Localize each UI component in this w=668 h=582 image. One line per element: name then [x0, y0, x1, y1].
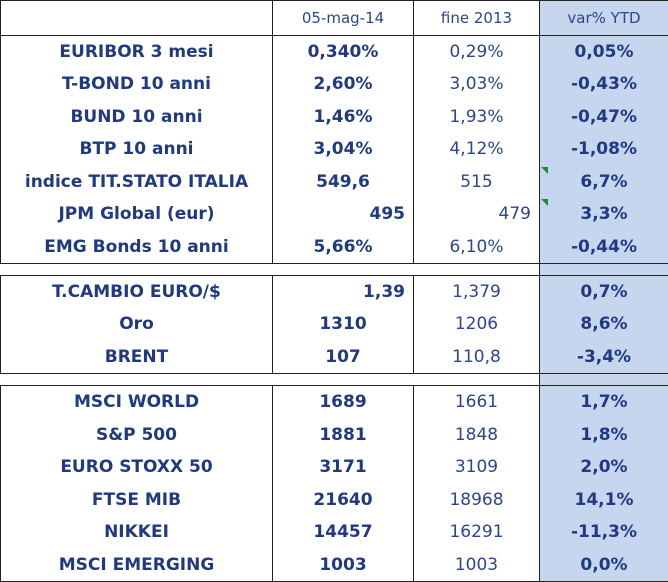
end-2013-value-cell[interactable]: 0,29% [413, 34, 540, 69]
ytd-change-cell[interactable]: 3,3% [539, 198, 668, 231]
ytd-change-cell[interactable]: -1,08% [539, 133, 668, 166]
instrument-name-cell[interactable]: FTSE MIB [0, 483, 273, 516]
table-row: BUND 10 anni 1,46% 1,93% -0,47% [0, 100, 668, 134]
instrument-name-cell[interactable]: EURIBOR 3 mesi [0, 34, 273, 69]
table-row: NIKKEI 14457 16291 -11,3% [0, 515, 668, 549]
separator-highlight-cell [539, 263, 668, 276]
end-2013-value-cell[interactable]: 1,379 [413, 274, 540, 309]
ytd-change-cell[interactable]: 1,7% [539, 384, 668, 419]
separator-cell [0, 373, 273, 386]
header-date-current[interactable]: 05-mag-14 [272, 0, 414, 36]
note-indicator-icon[interactable] [540, 166, 548, 174]
ytd-change-cell[interactable]: 14,1% [539, 483, 668, 516]
instrument-name-cell[interactable]: indice TIT.STATO ITALIA [0, 165, 273, 199]
section-separator [0, 373, 668, 386]
table-row: FTSE MIB 21640 18968 14,1% [0, 483, 668, 516]
instrument-name-cell[interactable]: BTP 10 anni [0, 133, 273, 166]
table-row: JPM Global (eur) 495 479 3,3% [0, 198, 668, 231]
current-value-cell[interactable]: 549,6 [272, 165, 414, 199]
current-value-cell[interactable]: 21640 [272, 483, 414, 516]
separator-cell [272, 263, 414, 276]
end-2013-value-cell[interactable]: 3,03% [413, 68, 540, 101]
table-row: BRENT 107 110,8 -3,4% [0, 340, 668, 375]
instrument-name-cell[interactable]: NIKKEI [0, 515, 273, 549]
table-row: indice TIT.STATO ITALIA 549,6 515 6,7% [0, 165, 668, 199]
ytd-change-cell[interactable]: 1,8% [539, 418, 668, 451]
current-value-cell[interactable]: 1,46% [272, 100, 414, 134]
ytd-change-cell[interactable]: -11,3% [539, 515, 668, 549]
ytd-change-cell[interactable]: 2,0% [539, 450, 668, 484]
current-value-cell[interactable]: 495 [272, 198, 414, 231]
separator-cell [413, 373, 540, 386]
table-row: Oro 1310 1206 8,6% [0, 308, 668, 341]
end-2013-value-cell[interactable]: 6,10% [413, 230, 540, 265]
table-row: S&P 500 1881 1848 1,8% [0, 418, 668, 451]
table-row: EURO STOXX 50 3171 3109 2,0% [0, 450, 668, 484]
current-value-cell[interactable]: 1881 [272, 418, 414, 451]
header-empty-cell[interactable] [0, 0, 273, 36]
end-2013-value-cell[interactable]: 16291 [413, 515, 540, 549]
separator-cell [0, 263, 273, 276]
instrument-name-cell[interactable]: MSCI WORLD [0, 384, 273, 419]
ytd-change-cell[interactable]: -0,44% [539, 230, 668, 265]
end-2013-value-cell[interactable]: 110,8 [413, 340, 540, 375]
ytd-change-cell[interactable]: -3,4% [539, 340, 668, 375]
current-value-cell[interactable]: 5,66% [272, 230, 414, 265]
header-date-end-2013[interactable]: fine 2013 [413, 0, 540, 36]
instrument-name-cell[interactable]: BUND 10 anni [0, 100, 273, 134]
ytd-change-cell[interactable]: 0,05% [539, 34, 668, 69]
current-value-cell[interactable]: 1310 [272, 308, 414, 341]
ytd-change-cell[interactable]: -0,47% [539, 100, 668, 134]
end-2013-value-cell[interactable]: 1661 [413, 384, 540, 419]
end-2013-value-cell[interactable]: 1,93% [413, 100, 540, 134]
separator-cell [413, 263, 540, 276]
separator-highlight-cell [539, 373, 668, 386]
end-2013-value-cell[interactable]: 479 [413, 198, 540, 231]
end-2013-value-cell[interactable]: 1848 [413, 418, 540, 451]
end-2013-value-cell[interactable]: 18968 [413, 483, 540, 516]
table-row: EMG Bonds 10 anni 5,66% 6,10% -0,44% [0, 230, 668, 265]
current-value-cell[interactable]: 1,39 [272, 274, 414, 309]
table-row: T-BOND 10 anni 2,60% 3,03% -0,43% [0, 68, 668, 101]
current-value-cell[interactable]: 14457 [272, 515, 414, 549]
ytd-change-cell[interactable]: 0,0% [539, 548, 668, 582]
instrument-name-cell[interactable]: EURO STOXX 50 [0, 450, 273, 484]
instrument-name-cell[interactable]: T-BOND 10 anni [0, 68, 273, 101]
current-value-cell[interactable]: 0,340% [272, 34, 414, 69]
instrument-name-cell[interactable]: EMG Bonds 10 anni [0, 230, 273, 265]
instrument-name-cell[interactable]: JPM Global (eur) [0, 198, 273, 231]
ytd-change-cell[interactable]: -0,43% [539, 68, 668, 101]
ytd-change-cell[interactable]: 8,6% [539, 308, 668, 341]
note-indicator-icon[interactable] [540, 199, 548, 207]
instrument-name-cell[interactable]: T.CAMBIO EURO/$ [0, 274, 273, 309]
instrument-name-cell[interactable]: MSCI EMERGING [0, 548, 273, 582]
current-value-cell[interactable]: 1003 [272, 548, 414, 582]
current-value-cell[interactable]: 1689 [272, 384, 414, 419]
instrument-name-cell[interactable]: S&P 500 [0, 418, 273, 451]
instrument-name-cell[interactable]: BRENT [0, 340, 273, 375]
header-row: 05-mag-14 fine 2013 var% YTD [0, 0, 668, 36]
separator-cell [272, 373, 414, 386]
table-row: BTP 10 anni 3,04% 4,12% -1,08% [0, 133, 668, 166]
section-separator [0, 263, 668, 276]
end-2013-value-cell[interactable]: 1003 [413, 548, 540, 582]
current-value-cell[interactable]: 3,04% [272, 133, 414, 166]
end-2013-value-cell[interactable]: 4,12% [413, 133, 540, 166]
header-ytd-change[interactable]: var% YTD [539, 0, 668, 36]
current-value-cell[interactable]: 3171 [272, 450, 414, 484]
table-row: EURIBOR 3 mesi 0,340% 0,29% 0,05% [0, 34, 668, 69]
end-2013-value-cell[interactable]: 515 [413, 165, 540, 199]
current-value-cell[interactable]: 107 [272, 340, 414, 375]
instrument-name-cell[interactable]: Oro [0, 308, 273, 341]
table-row: MSCI EMERGING 1003 1003 0,0% [0, 548, 668, 582]
end-2013-value-cell[interactable]: 3109 [413, 450, 540, 484]
current-value-cell[interactable]: 2,60% [272, 68, 414, 101]
table-row: T.CAMBIO EURO/$ 1,39 1,379 0,7% [0, 274, 668, 309]
ytd-change-cell[interactable]: 6,7% [539, 165, 668, 199]
ytd-change-cell[interactable]: 0,7% [539, 274, 668, 309]
end-2013-value-cell[interactable]: 1206 [413, 308, 540, 341]
table-row: MSCI WORLD 1689 1661 1,7% [0, 384, 668, 419]
